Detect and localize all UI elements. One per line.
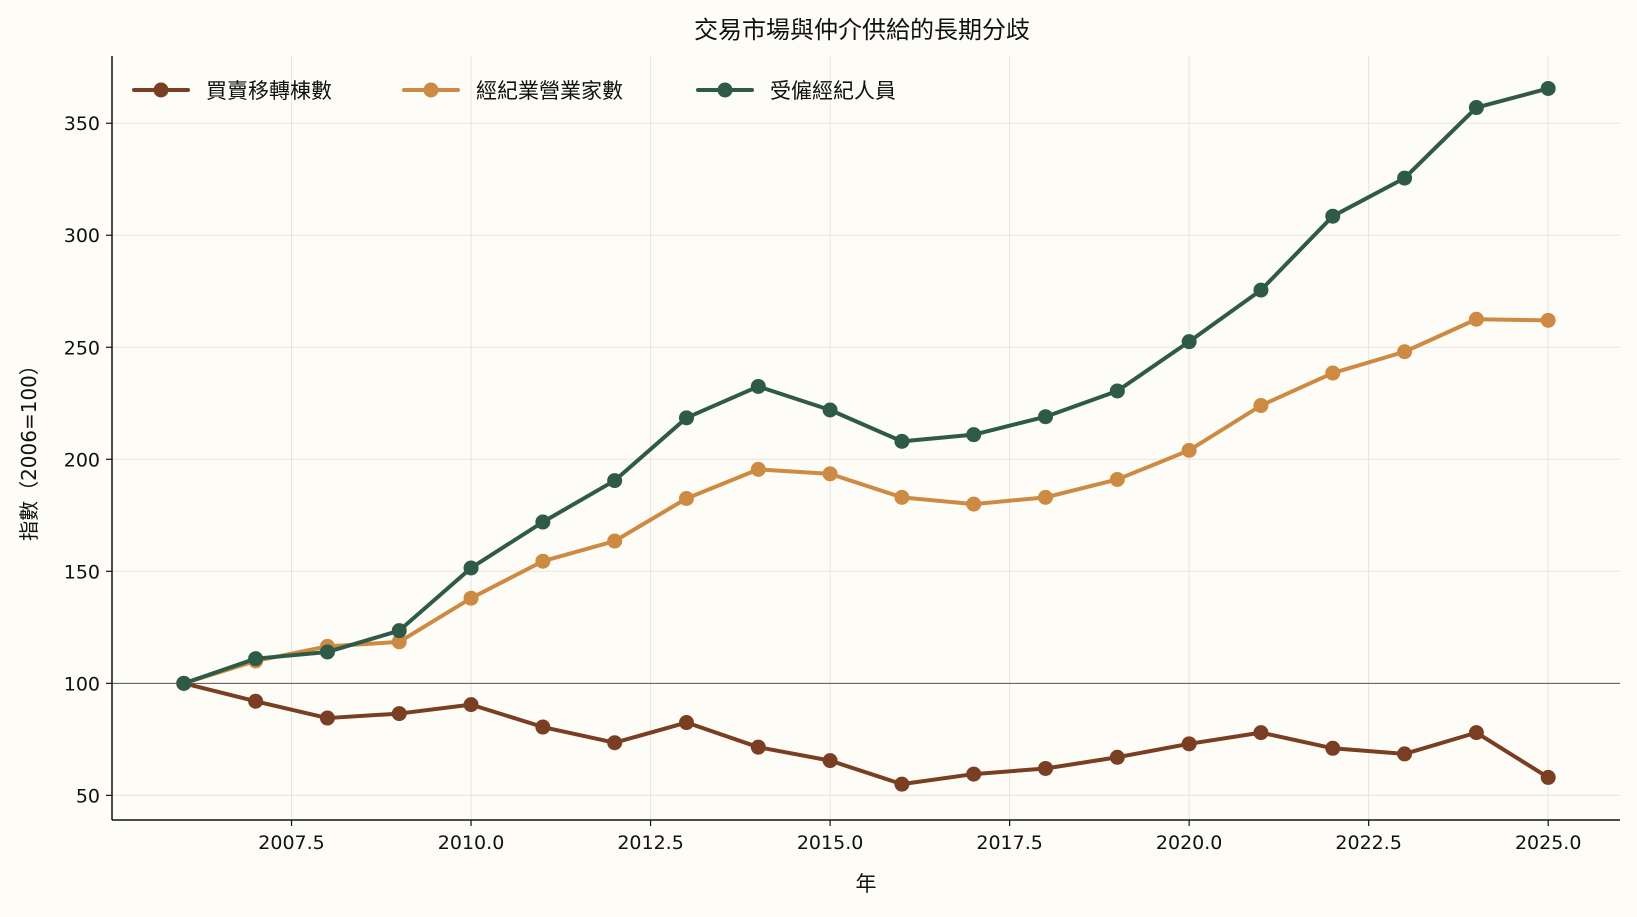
x-tick-label: 2017.5	[976, 832, 1042, 854]
x-tick-label: 2012.5	[617, 832, 683, 854]
data-point	[1109, 749, 1125, 765]
data-point	[535, 553, 551, 569]
data-point	[966, 427, 982, 443]
series-3	[176, 80, 1556, 691]
x-tick-label: 2010.0	[438, 832, 504, 854]
data-point	[1397, 746, 1413, 762]
data-point	[391, 706, 407, 722]
x-ticks: 2007.5 2010.0 2012.5 2015.0 2017.5 2020.0 2022…	[258, 820, 1581, 854]
data-point	[1038, 409, 1054, 425]
y-tick-label: 350	[64, 113, 100, 135]
data-point	[1468, 725, 1484, 741]
data-point	[1253, 398, 1269, 414]
data-point	[750, 461, 766, 477]
x-tick-label: 2022.5	[1335, 832, 1401, 854]
data-point	[894, 776, 910, 792]
data-point	[1540, 312, 1556, 328]
x-axis-label: 年	[856, 872, 877, 896]
y-tick-label: 100	[64, 673, 100, 695]
legend-item: 受僱經紀人員	[696, 79, 896, 103]
series-line	[181, 317, 1551, 686]
data-point	[1540, 769, 1556, 785]
data-point	[607, 473, 623, 489]
data-point	[391, 634, 407, 650]
data-point	[1181, 736, 1197, 752]
chart-title: 交易市場與仲介供給的長期分歧	[694, 16, 1030, 44]
data-point	[822, 466, 838, 482]
data-point	[894, 433, 910, 449]
data-point	[1253, 725, 1269, 741]
data-point	[1325, 740, 1341, 756]
series-line	[181, 86, 1551, 686]
data-point	[822, 402, 838, 418]
y-tick-label: 50	[76, 785, 100, 807]
data-point	[1038, 760, 1054, 776]
x-tick-label: 2020.0	[1156, 832, 1222, 854]
legend-item: 買賣移轉棟數	[132, 79, 332, 103]
series-group	[176, 80, 1556, 792]
legend-swatch-marker	[423, 82, 439, 98]
data-point	[966, 496, 982, 512]
data-point	[678, 410, 694, 426]
legend-swatch-marker	[153, 82, 169, 98]
data-point	[319, 710, 335, 726]
data-point	[607, 735, 623, 751]
legend: 買賣移轉棟數 經紀業營業家數 受僱經紀人員	[132, 79, 896, 103]
series-1	[176, 675, 1556, 792]
data-point	[1109, 383, 1125, 399]
legend-label: 買賣移轉棟數	[206, 79, 332, 103]
x-tick-label: 2025.0	[1515, 832, 1581, 854]
data-point	[1397, 170, 1413, 186]
data-point	[463, 560, 479, 576]
y-tick-label: 150	[64, 561, 100, 583]
legend-item: 經紀業營業家數	[402, 79, 623, 103]
data-point	[750, 378, 766, 394]
legend-label: 受僱經紀人員	[770, 79, 896, 103]
data-point	[1325, 365, 1341, 381]
x-tick-label: 2007.5	[258, 832, 324, 854]
data-point	[678, 715, 694, 731]
y-axis-label: 指數（2006=100）	[17, 355, 41, 541]
series-2	[176, 311, 1556, 691]
data-point	[535, 514, 551, 530]
data-point	[894, 489, 910, 505]
data-point	[1181, 334, 1197, 350]
x-tick-label: 2015.0	[797, 832, 863, 854]
data-point	[1181, 442, 1197, 458]
data-point	[248, 651, 264, 667]
data-point	[1468, 100, 1484, 116]
data-point	[1253, 282, 1269, 298]
data-point	[678, 490, 694, 506]
data-point	[1325, 208, 1341, 224]
data-point	[1109, 471, 1125, 487]
data-point	[463, 697, 479, 713]
data-point	[966, 766, 982, 782]
data-point	[822, 753, 838, 769]
data-point	[176, 675, 192, 691]
data-point	[391, 623, 407, 639]
legend-label: 經紀業營業家數	[476, 79, 623, 103]
data-point	[607, 533, 623, 549]
data-point	[535, 719, 551, 735]
y-tick-label: 250	[64, 337, 100, 359]
series-line	[181, 681, 1551, 787]
data-point	[463, 590, 479, 606]
data-point	[1540, 80, 1556, 96]
y-tick-label: 200	[64, 449, 100, 471]
data-point	[1397, 344, 1413, 360]
data-point	[319, 644, 335, 660]
data-point	[1468, 311, 1484, 327]
y-ticks: 50 100 150 200 250 300 350	[64, 113, 112, 807]
data-point	[1038, 489, 1054, 505]
data-point	[248, 693, 264, 709]
legend-swatch-marker	[717, 82, 733, 98]
data-point	[750, 739, 766, 755]
y-tick-label: 300	[64, 225, 100, 247]
